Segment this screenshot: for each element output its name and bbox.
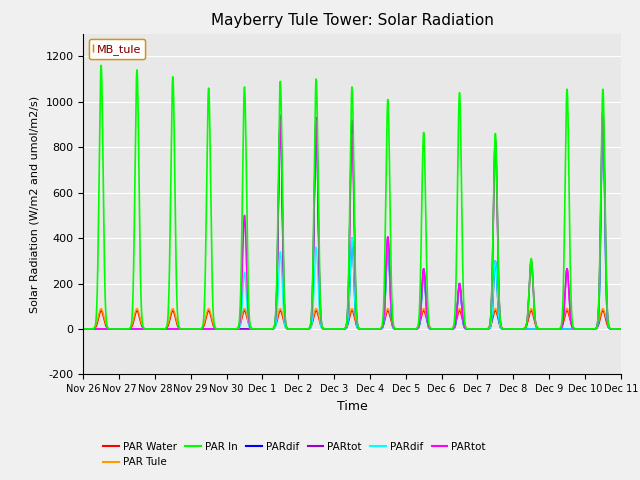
PARtot	[511, 326, 519, 332]
PARtot	[483, 326, 491, 332]
PAR In	[498, 325, 506, 331]
PARtot	[79, 326, 87, 332]
PARtot	[519, 326, 527, 332]
PARdif	[422, 307, 430, 313]
Line: PARdif: PARdif	[83, 120, 621, 329]
PAR Water	[498, 325, 506, 331]
PARtot	[617, 326, 625, 332]
PARdif	[79, 326, 87, 332]
PAR Water	[483, 326, 491, 332]
Title: Mayberry Tule Tower: Solar Radiation: Mayberry Tule Tower: Solar Radiation	[211, 13, 493, 28]
PARtot	[483, 326, 491, 332]
PAR Tule	[108, 326, 115, 332]
PARtot	[599, 108, 607, 114]
PAR In	[108, 326, 115, 332]
PAR Tule	[97, 306, 105, 312]
PARdif	[108, 326, 115, 332]
Line: PARtot: PARtot	[83, 111, 621, 329]
PAR Tule	[617, 326, 625, 332]
PARdif	[108, 326, 115, 332]
PAR In	[422, 251, 430, 256]
PAR Water	[519, 326, 527, 332]
PARdif	[276, 112, 284, 118]
PAR In	[97, 62, 105, 68]
PAR Tule	[498, 324, 506, 330]
PARtot	[498, 325, 506, 331]
X-axis label: Time: Time	[337, 400, 367, 413]
Line: PAR In: PAR In	[83, 65, 621, 329]
Line: PAR Tule: PAR Tule	[83, 309, 621, 329]
PARtot	[599, 108, 607, 114]
PARtot	[422, 302, 430, 308]
PARdif	[498, 326, 506, 332]
Legend: PAR Water, PAR Tule, PAR In, PARdif, PARtot, PARdif, PARtot: PAR Water, PAR Tule, PAR In, PARdif, PAR…	[99, 438, 490, 471]
PARtot	[617, 326, 625, 332]
PAR In	[511, 326, 519, 332]
PAR Water	[511, 326, 519, 332]
PARtot	[422, 302, 430, 308]
PAR Water	[108, 326, 115, 332]
PARtot	[108, 326, 115, 332]
PARtot	[498, 325, 506, 331]
PAR Tule	[483, 326, 491, 332]
PAR In	[79, 326, 87, 332]
PARdif	[79, 326, 87, 332]
PARdif	[511, 326, 519, 332]
PARtot	[108, 326, 115, 332]
PAR Water	[422, 316, 430, 322]
PARdif	[498, 326, 506, 332]
PARtot	[79, 326, 87, 332]
PAR Tule	[422, 313, 430, 319]
PARdif	[483, 326, 491, 332]
PAR Water	[79, 326, 87, 332]
PAR Tule	[511, 326, 519, 332]
PARdif	[483, 326, 491, 332]
PARdif	[511, 326, 519, 332]
PARdif	[617, 326, 625, 332]
Line: PARdif: PARdif	[83, 115, 621, 329]
PAR In	[617, 326, 625, 332]
Line: PAR Water: PAR Water	[83, 311, 621, 329]
PAR In	[519, 326, 527, 332]
PARdif	[519, 326, 527, 332]
PARtot	[519, 326, 527, 332]
PAR In	[509, 326, 517, 332]
PAR In	[483, 326, 491, 332]
PAR Tule	[519, 326, 527, 332]
PARdif	[617, 326, 625, 332]
Line: PARtot: PARtot	[83, 111, 621, 329]
PARtot	[511, 326, 519, 332]
PAR Water	[617, 326, 625, 332]
PARdif	[599, 117, 607, 123]
PARdif	[422, 308, 430, 313]
Y-axis label: Solar Radiation (W/m2 and umol/m2/s): Solar Radiation (W/m2 and umol/m2/s)	[30, 96, 40, 312]
PAR Tule	[79, 326, 87, 332]
PARdif	[519, 326, 527, 332]
PAR Water	[97, 308, 105, 313]
